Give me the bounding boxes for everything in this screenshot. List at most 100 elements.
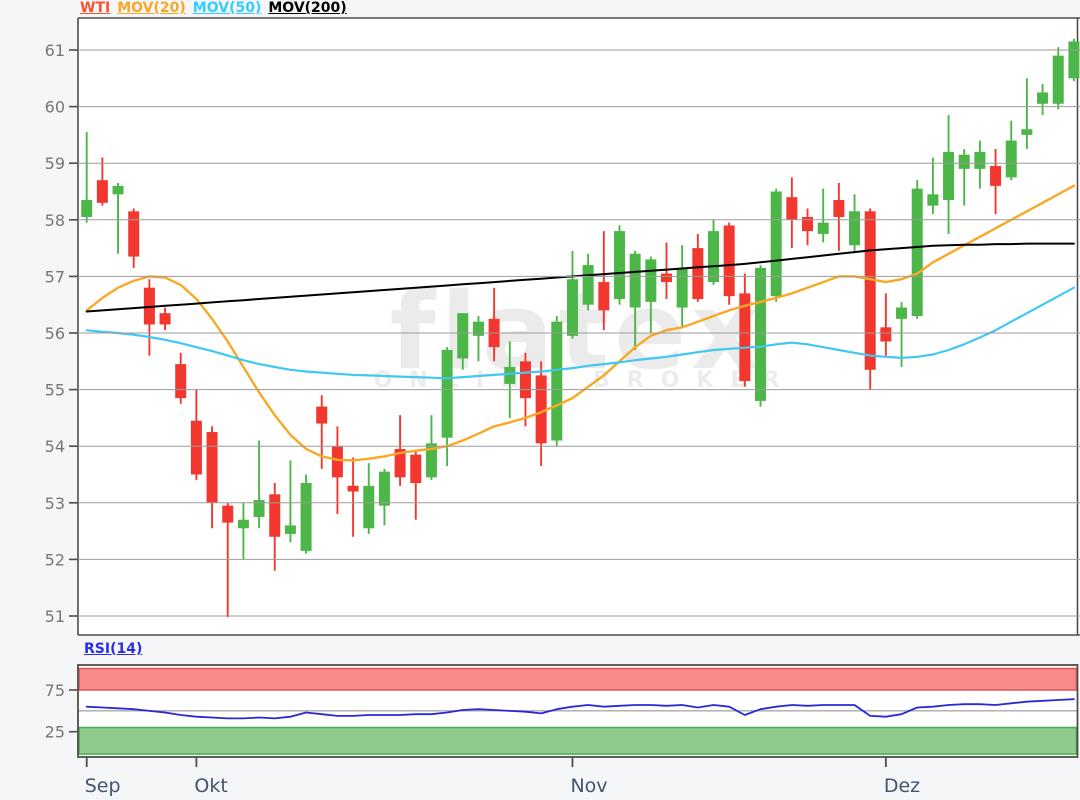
candle bbox=[551, 316, 563, 447]
candle-body bbox=[457, 313, 469, 359]
candle bbox=[222, 502, 234, 618]
candle bbox=[770, 188, 782, 302]
candle-body bbox=[708, 231, 719, 283]
rsi-tick-label: 25 bbox=[45, 723, 65, 742]
candle-body bbox=[1068, 41, 1080, 79]
legend-item-mov50[interactable]: MOV(50) bbox=[192, 0, 262, 16]
candle-body bbox=[739, 293, 751, 382]
price-tick-label: 51 bbox=[45, 607, 65, 626]
candle-body bbox=[755, 267, 767, 401]
candle bbox=[613, 225, 625, 305]
candle bbox=[911, 180, 923, 319]
candle bbox=[880, 293, 892, 356]
month-label: Okt bbox=[194, 775, 227, 797]
candle bbox=[347, 457, 359, 537]
watermark-tagline-text: ONLINE BROKER bbox=[374, 368, 797, 393]
main-chart-legend: WTI MOV(20) MOV(50) MOV(200) bbox=[80, 0, 354, 17]
candle bbox=[739, 273, 751, 387]
candle-body bbox=[566, 279, 578, 336]
candle-body bbox=[347, 485, 359, 492]
candle-body bbox=[582, 265, 594, 305]
candle-body bbox=[974, 151, 986, 169]
candle bbox=[190, 389, 202, 481]
candle bbox=[896, 301, 908, 367]
candle bbox=[535, 361, 547, 467]
candle-body bbox=[472, 321, 484, 336]
candle-body bbox=[864, 211, 876, 370]
candle bbox=[363, 463, 375, 534]
candle bbox=[284, 460, 296, 543]
candle-body bbox=[660, 273, 672, 283]
candle bbox=[128, 208, 140, 268]
candle-body bbox=[880, 327, 892, 342]
candle bbox=[472, 316, 484, 362]
candle-body bbox=[410, 454, 422, 483]
price-tick-label: 54 bbox=[45, 437, 65, 456]
candle-body bbox=[394, 449, 406, 478]
candle-body bbox=[237, 519, 249, 529]
candle-body bbox=[833, 199, 845, 217]
candles-layer bbox=[81, 38, 1080, 618]
candle-body bbox=[253, 499, 265, 517]
candle-body bbox=[159, 313, 171, 325]
candle bbox=[504, 341, 516, 418]
candle bbox=[1068, 38, 1080, 82]
candle bbox=[598, 231, 610, 331]
candle-body bbox=[535, 375, 547, 444]
candle bbox=[943, 115, 955, 234]
candle bbox=[300, 474, 312, 554]
price-tick-label: 53 bbox=[45, 494, 65, 513]
candle bbox=[755, 265, 767, 407]
candle-body bbox=[96, 180, 108, 203]
month-label: Nov bbox=[570, 775, 607, 797]
candle-body bbox=[1005, 140, 1017, 178]
candle-body bbox=[958, 154, 970, 169]
candle bbox=[833, 183, 845, 251]
rsi-border bbox=[77, 664, 1079, 758]
rsi-panel: 75 25 bbox=[45, 664, 1080, 758]
candle bbox=[958, 149, 970, 206]
candle-body bbox=[943, 151, 955, 200]
candle bbox=[81, 132, 93, 223]
candle-body bbox=[802, 216, 814, 232]
candle bbox=[582, 253, 594, 311]
candle-body bbox=[331, 446, 343, 478]
candle bbox=[206, 426, 218, 529]
candle bbox=[425, 415, 437, 481]
price-tick-label: 52 bbox=[45, 550, 65, 569]
legend-item-mov20[interactable]: MOV(20) bbox=[117, 0, 186, 16]
candle bbox=[645, 256, 657, 333]
price-panel bbox=[77, 17, 1080, 636]
legend-item-wti[interactable]: WTI bbox=[80, 0, 111, 16]
price-tick-label: 59 bbox=[45, 154, 65, 173]
candle bbox=[660, 242, 672, 300]
candle-body bbox=[190, 420, 202, 475]
price-tick-label: 56 bbox=[45, 324, 65, 343]
candle-body bbox=[504, 366, 516, 384]
candle-body bbox=[990, 166, 1002, 186]
candle bbox=[331, 426, 343, 515]
candle bbox=[394, 415, 406, 486]
price-axis-layer: 61 60 59 58 57 56 55 54 53 52 51 bbox=[45, 41, 1080, 626]
rsi-indicator-label[interactable]: RSI(14) bbox=[84, 641, 143, 657]
price-tick-label: 58 bbox=[45, 211, 65, 230]
candle bbox=[237, 502, 249, 560]
legend-item-mov200[interactable]: MOV(200) bbox=[268, 0, 347, 16]
candle bbox=[990, 149, 1002, 215]
candle-body bbox=[222, 505, 234, 523]
candle-body bbox=[300, 482, 312, 551]
candle-body bbox=[786, 197, 798, 220]
candle bbox=[112, 183, 124, 254]
candle bbox=[786, 177, 798, 249]
candle-body bbox=[911, 188, 923, 317]
candle bbox=[457, 313, 469, 370]
candle bbox=[410, 451, 422, 520]
ma-line-200 bbox=[85, 242, 1075, 313]
candle bbox=[1005, 120, 1017, 181]
candle-body bbox=[770, 191, 782, 297]
candle bbox=[566, 250, 578, 339]
candle-body bbox=[519, 361, 531, 399]
rsi-overbought-band bbox=[78, 667, 1078, 691]
